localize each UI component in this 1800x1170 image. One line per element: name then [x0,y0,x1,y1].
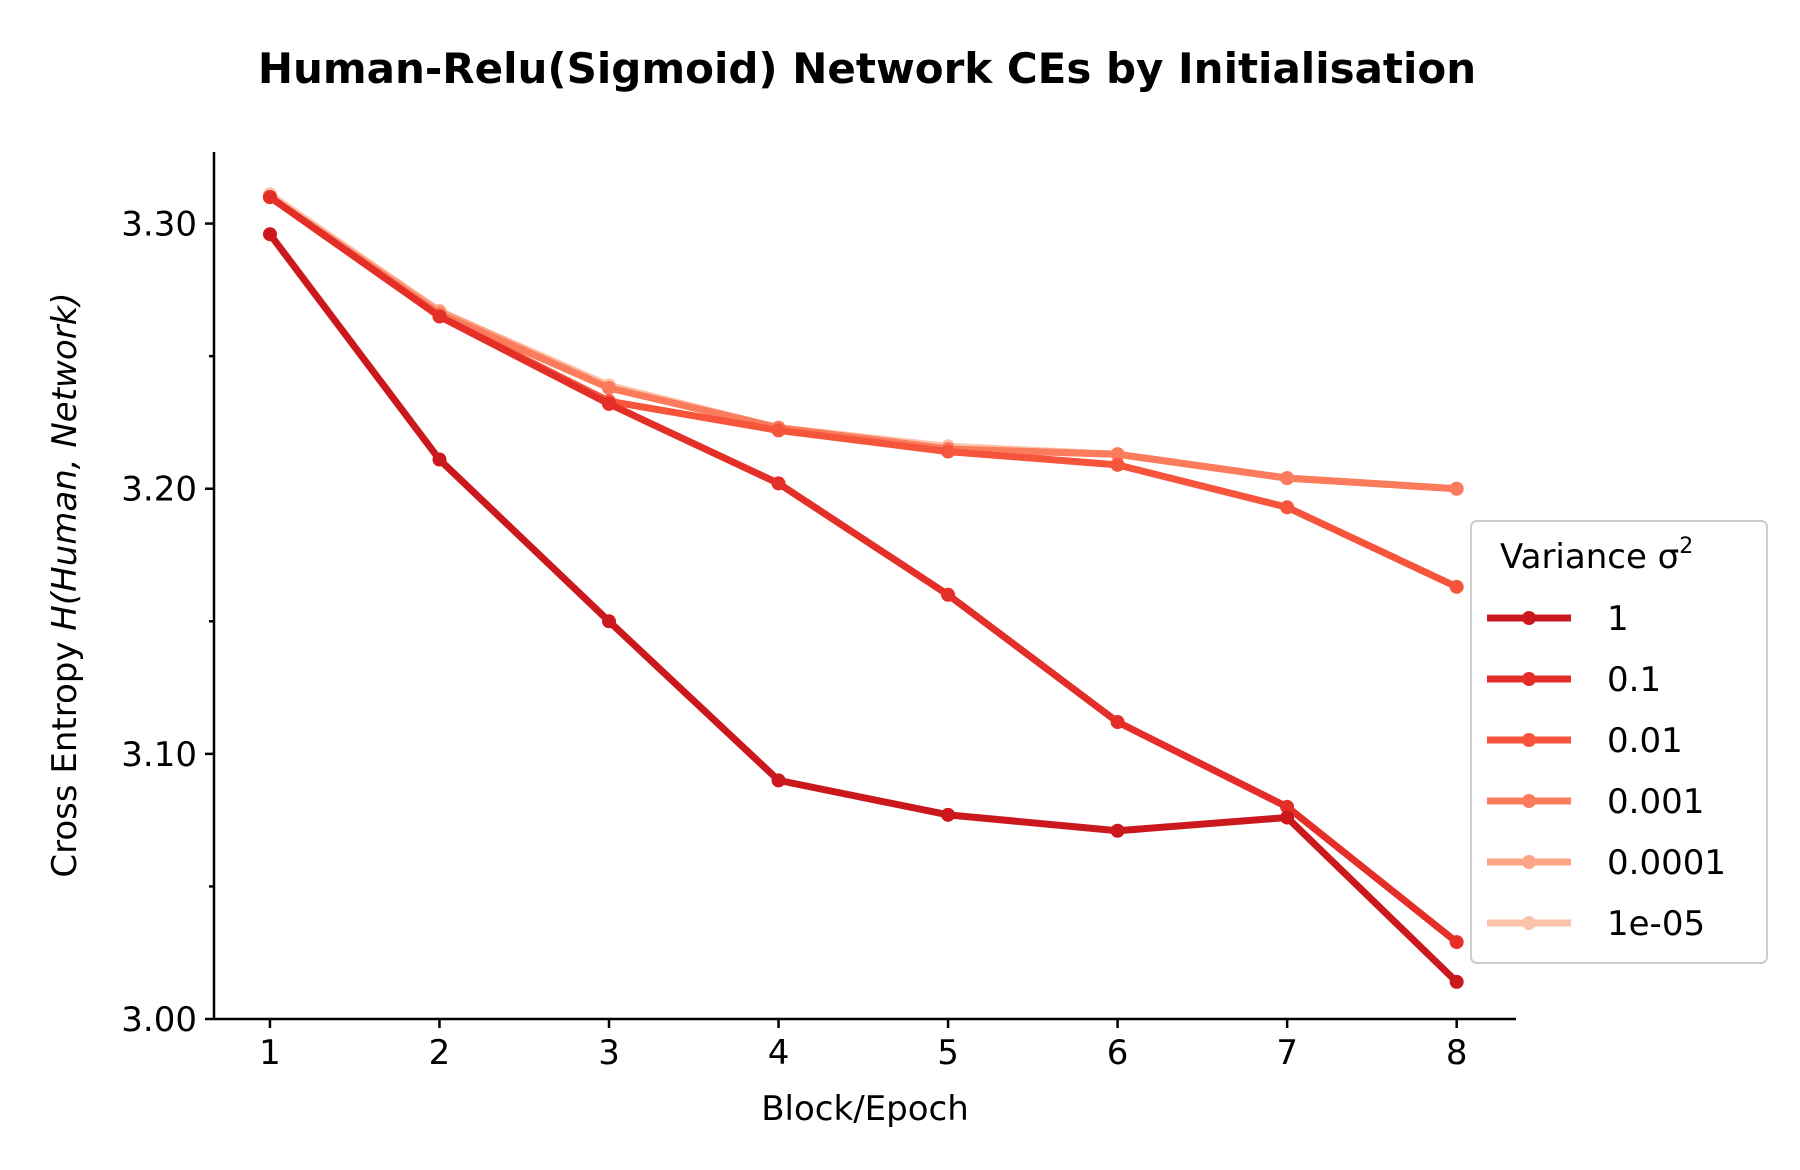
legend-swatch-marker [1522,672,1536,686]
x-tick-label: 8 [1446,1033,1468,1073]
data-point [1110,823,1125,838]
legend: Variance σ2 1 0.1 0.01 0.001 0.0001 1e-05 [1470,520,1768,964]
legend-swatch-marker [1522,611,1536,625]
legend-label: 1e-05 [1607,904,1705,944]
x-tick-label: 4 [768,1033,790,1073]
x-ticks: 1 2 3 4 5 6 7 8 [259,1019,1467,1073]
series-1e-05 [262,187,1464,496]
series-line [266,230,1461,986]
y-axis-label: Cross Entropy H(Human, Network) [45,292,85,877]
data-point [1110,457,1125,472]
data-point [1449,481,1464,496]
data-point [1449,579,1464,594]
plot-series [262,187,1464,989]
series-line [266,190,1461,493]
legend-swatch-marker [1522,794,1536,808]
legend-item: 1e-05 [1487,904,1705,944]
data-point [432,452,447,467]
x-tick-label: 2 [429,1033,451,1073]
y-tick-label: 3.00 [121,1000,197,1040]
legend-swatch-marker [1522,855,1536,869]
data-point [941,807,956,822]
y-axis-label-prefix: Cross Entropy [45,631,85,878]
legend-frame [1470,520,1768,964]
data-point [941,444,956,459]
legend-title-superscript: 2 [1679,534,1693,559]
x-tick-label: 6 [1107,1033,1129,1073]
data-point [1110,447,1125,462]
legend-label: 0.1 [1607,660,1661,700]
data-point [1280,500,1295,515]
data-point [602,396,617,411]
legend-items: 1 0.1 0.01 0.001 0.0001 1e-05 [1487,599,1726,944]
legend-item: 0.1 [1487,660,1661,700]
legend-swatch-marker [1522,733,1536,747]
legend-item: 0.01 [1487,721,1683,761]
legend-label: 0.001 [1607,782,1704,822]
data-point [262,190,277,205]
series-0.001 [262,190,1464,496]
x-tick-label: 5 [937,1033,959,1073]
chart-title: Human-Relu(Sigmoid) Network CEs by Initi… [258,44,1476,93]
x-axis-label: Block/Epoch [761,1089,969,1129]
data-point [771,423,786,438]
y-tick-label: 3.20 [121,470,197,510]
x-tick-label: 7 [1276,1033,1298,1073]
data-point [1449,974,1464,989]
data-point [1449,935,1464,950]
series-line [266,193,1461,493]
series-line [266,193,1461,946]
series-line [266,193,1461,493]
y-tick-label: 3.10 [121,735,197,775]
legend-label: 0.0001 [1607,843,1726,883]
y-axis-label-math: H(Human, Network) [45,292,85,630]
series-1 [262,227,1464,989]
data-point [771,476,786,491]
x-tick-label: 3 [598,1033,620,1073]
data-point [1110,715,1125,730]
legend-item: 0.0001 [1487,843,1726,883]
legend-title: Variance σ2 [1500,534,1693,577]
legend-item: 1 [1487,599,1629,639]
legend-item: 0.001 [1487,782,1704,822]
data-point [262,227,277,242]
series-line [266,193,1461,591]
data-point [1280,799,1295,814]
data-point [771,773,786,788]
y-ticks: 3.00 3.10 3.20 3.30 [121,205,214,1040]
data-point [1280,810,1295,825]
data-point [1280,471,1295,486]
legend-swatch-marker [1522,916,1536,930]
legend-label: 0.01 [1607,721,1683,761]
legend-label: 1 [1607,599,1629,639]
x-tick-label: 1 [259,1033,281,1073]
axes [212,152,1516,1021]
y-tick-label: 3.30 [121,205,197,245]
legend-title-text: Variance σ [1500,537,1679,577]
series-0.0001 [262,190,1464,496]
data-point [941,587,956,602]
series-0.1 [262,190,1464,950]
data-point [602,614,617,629]
series-0.01 [262,190,1464,594]
data-point [602,380,617,395]
data-point [432,309,447,324]
